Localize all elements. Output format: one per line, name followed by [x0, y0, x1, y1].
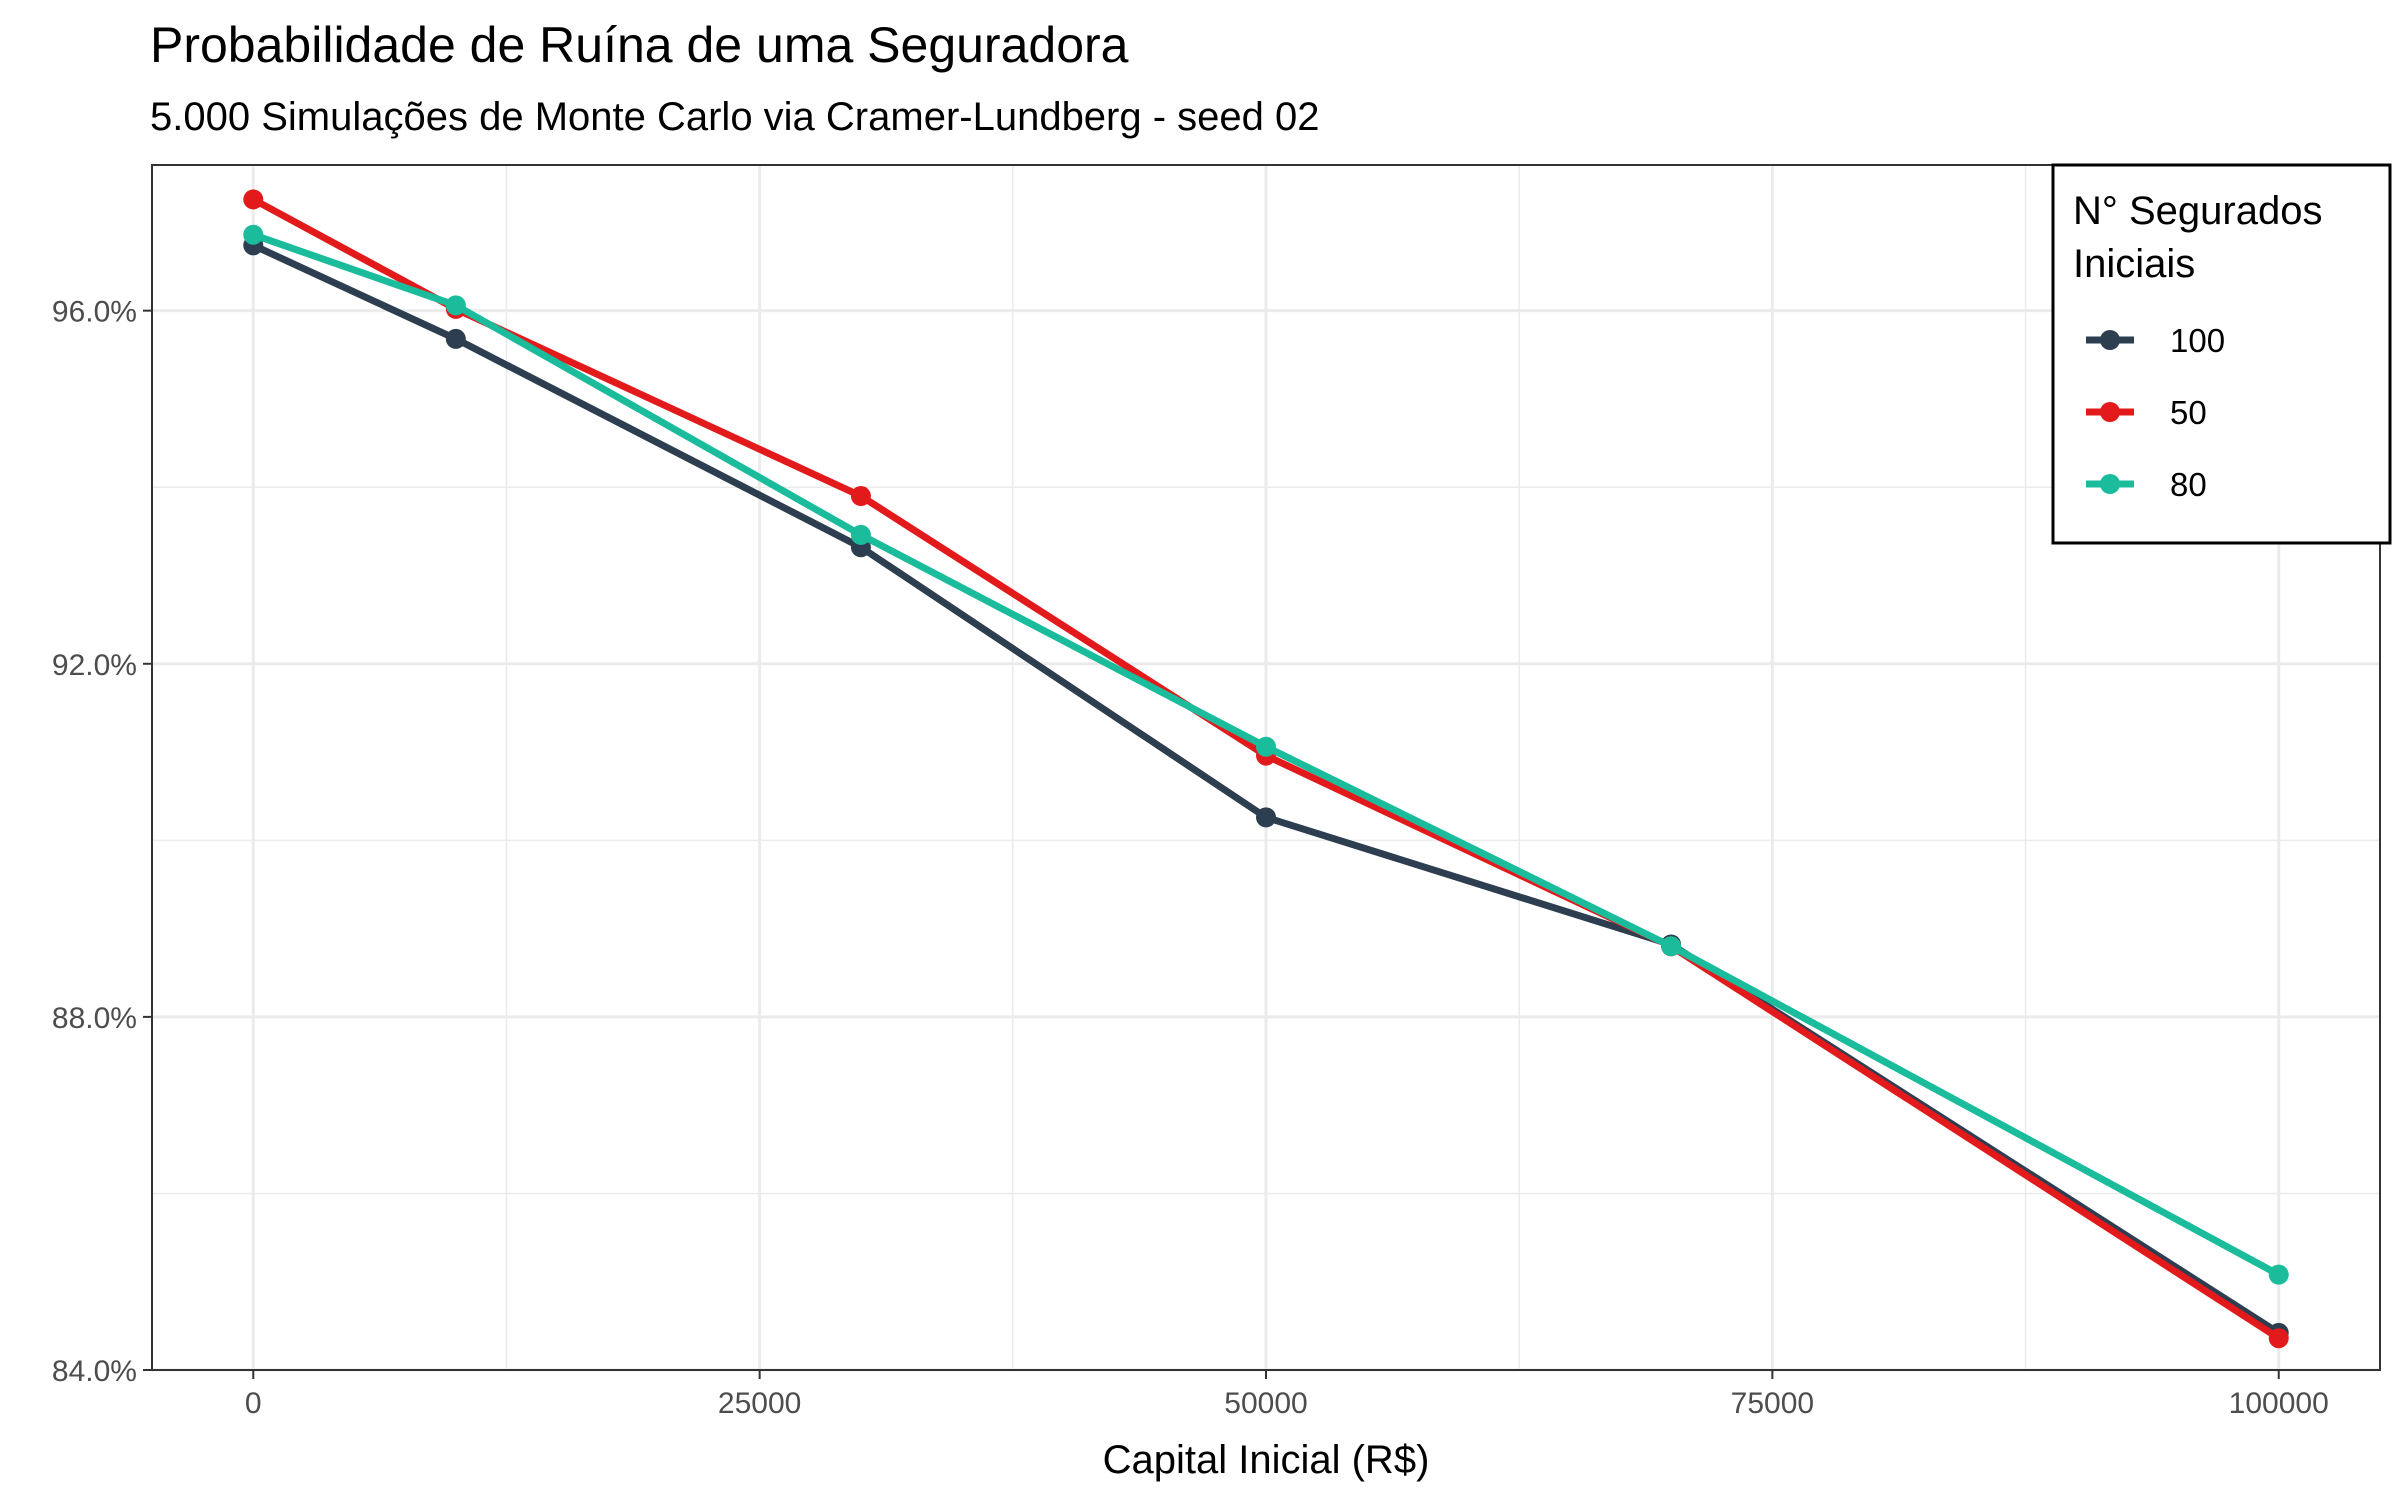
legend: N° Segurados Iniciais 100 50 80	[2051, 163, 2392, 545]
legend-label: 80	[2170, 466, 2207, 503]
data-point-80	[243, 224, 264, 245]
data-point-50	[850, 486, 871, 507]
x-axis-title: Capital Inicial (R$)	[1103, 1438, 1430, 1482]
legend-item-80: 80	[2086, 466, 2207, 503]
data-point-100	[445, 328, 466, 349]
data-point-50	[2268, 1328, 2289, 1349]
chart-subtitle: 5.000 Simulações de Monte Carlo via Cram…	[150, 95, 1320, 139]
data-point-80	[850, 524, 871, 545]
legend-item-50: 50	[2086, 394, 2207, 431]
axis-ticks: 0 25000 50000 75000 100000 84.0% 88.0% 92.0% 96.…	[52, 296, 2329, 1420]
legend-label: 50	[2170, 394, 2207, 431]
legend-items: 100 50 80	[2086, 322, 2225, 503]
x-tick-label: 50000	[1224, 1387, 1307, 1420]
y-tick-label: 84.0%	[52, 1355, 137, 1388]
data-point-80	[1661, 936, 1682, 957]
y-tick-label: 96.0%	[52, 296, 137, 329]
series-lines	[243, 189, 2289, 1349]
data-point-80	[2268, 1264, 2289, 1285]
series-line-80	[249, 231, 2283, 1279]
y-tick-label: 92.0%	[52, 649, 137, 682]
legend-key-point	[2100, 330, 2120, 350]
x-tick-label: 100000	[2229, 1387, 2329, 1420]
data-point-50	[243, 189, 264, 210]
x-tick-label: 25000	[718, 1387, 801, 1420]
data-point-100	[1256, 807, 1276, 828]
x-tick-label: 0	[245, 1387, 262, 1420]
y-tick-label: 88.0%	[52, 1002, 137, 1035]
chart-title: Probabilidade de Ruína de uma Seguradora	[150, 17, 1129, 73]
legend-key-point	[2100, 402, 2120, 422]
data-point-80	[1256, 736, 1276, 757]
legend-title-line-2: Iniciais	[2073, 242, 2195, 286]
legend-item-100: 100	[2086, 322, 2225, 359]
legend-title-line-1: N° Segurados	[2073, 189, 2322, 233]
series-80	[243, 224, 2289, 1285]
x-tick-label: 75000	[1731, 1387, 1814, 1420]
legend-label: 100	[2170, 322, 2225, 359]
legend-key-point	[2100, 474, 2120, 494]
data-point-80	[445, 295, 466, 316]
